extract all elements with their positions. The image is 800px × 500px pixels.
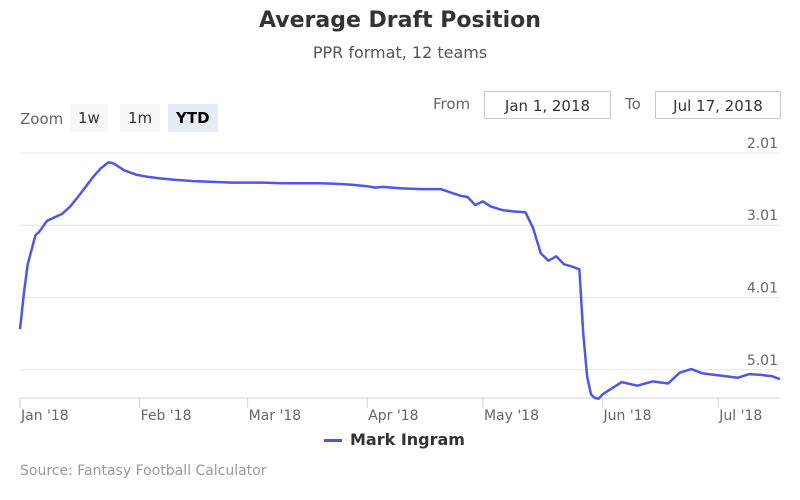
series-line-mark-ingram[interactable] [18,161,781,400]
zoom-1w-button[interactable]: 1w [70,104,108,132]
x-tick-label: May '18 [484,408,539,424]
y-tick-label: 4.01 [747,281,778,297]
zoom-label: Zoom [20,110,64,128]
grid-layer [20,152,780,371]
x-tick-label: Apr '18 [368,408,418,424]
x-tick-label: Feb '18 [141,408,192,424]
y-tick-label: 5.01 [747,353,778,369]
x-tick-label: Mar '18 [249,408,302,424]
range-from-label: From [433,95,471,113]
x-tick-marks [19,398,719,408]
y-tick-label: 3.01 [747,208,778,224]
zoom-ytd-button[interactable]: YTD [168,104,218,132]
x-tick-label: Jun '18 [603,408,652,424]
range-to-input[interactable]: Jul 17, 2018 [655,91,781,119]
range-to-label: To [625,95,641,113]
x-tick-label: Jan '18 [20,408,69,424]
legend-label: Mark Ingram [350,430,465,449]
credits-text: Source: Fantasy Football Calculator [20,463,267,479]
x-tick-labels: Jan '18 Feb '18 Mar '18 Apr '18 May '18 Jun '… [20,408,762,424]
legend-swatch [324,439,342,442]
x-tick-label: Jul '18 [718,408,762,424]
range-from-input[interactable]: Jan 1, 2018 [484,91,611,119]
y-tick-labels: 2.01 3.01 4.01 5.01 [747,136,778,369]
legend-item-mark-ingram[interactable]: Mark Ingram [324,430,465,449]
chart-title: Average Draft Position [259,8,541,33]
zoom-1m-button[interactable]: 1m [120,104,161,132]
chart-subtitle: PPR format, 12 teams [312,43,488,62]
y-tick-label: 2.01 [747,136,778,152]
